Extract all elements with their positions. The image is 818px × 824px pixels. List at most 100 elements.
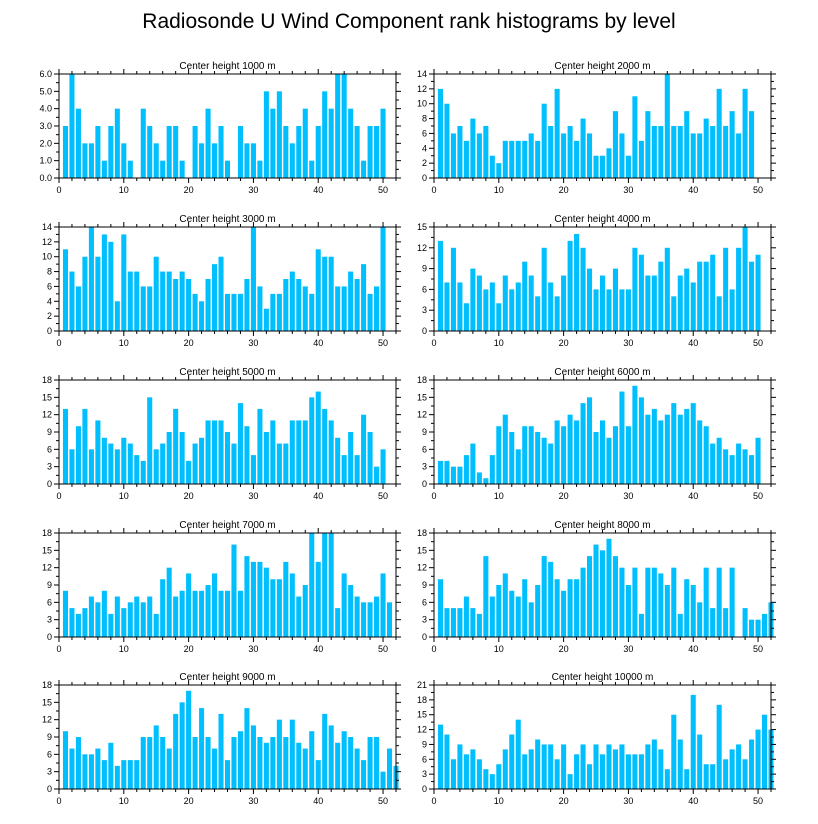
x-tick-label: 10 [119,338,129,348]
bar [651,275,657,331]
bar [548,744,554,789]
bar [710,443,716,484]
bar [528,133,534,178]
bar [69,74,75,178]
y-tick-label: 2 [422,158,427,168]
bar [502,573,508,637]
bar [354,279,360,331]
bar [328,256,334,331]
x-tick-label: 40 [688,644,698,654]
bar [205,737,211,789]
bar [296,420,302,484]
bar [574,579,580,637]
y-tick-label: 3 [47,462,52,472]
bar [548,126,554,178]
y-tick-label: 9 [422,739,427,749]
y-tick-label: 12 [42,715,52,725]
bar [153,613,159,637]
y-tick-label: 15 [417,545,427,555]
bar [62,408,69,484]
bar [192,737,198,789]
bar [386,602,393,637]
bar [186,690,192,789]
y-tick-label: 3 [47,615,52,625]
bar [632,247,638,331]
bar [599,550,606,637]
bar [108,241,114,331]
bar [101,590,107,637]
bar [509,289,515,331]
bar [574,140,580,178]
bar [250,561,256,637]
bar [335,74,341,178]
bar [263,567,269,637]
panel-1: Center height 1000 m 0.0 1.0 2.0 3.0 4.0 5.0 6.… [39,61,401,195]
y-tick-label: 0 [47,326,52,336]
bar [658,420,664,484]
x-tick-label: 20 [184,491,194,501]
bar [289,143,295,178]
bar [75,426,81,484]
bar [554,296,560,331]
y-tick-label: 4 [422,143,427,153]
bar [250,143,256,178]
bar [580,744,586,789]
bar [75,613,81,637]
bar [606,289,612,331]
panel-9: Center height 9000 m 0 3 6 9 12 15 18 0 10 20 30 40 5… [42,672,401,806]
bar [296,126,302,178]
bar [437,460,444,484]
bar [127,760,133,789]
bar [114,449,120,484]
bar [736,247,742,331]
bar [205,585,211,637]
bar [140,108,146,178]
bar [374,466,380,484]
x-tick-label: 20 [559,491,569,501]
bar [186,279,192,331]
bar [548,443,554,484]
y-tick-label: 3 [422,615,427,625]
panel-title: Center height 8000 m [554,520,650,531]
x-tick-label: 0 [56,491,61,501]
x-tick-label: 40 [313,185,323,195]
bar [749,619,755,637]
y-tick-label: 6 [47,597,52,607]
y-tick-label: 3 [422,769,427,779]
bar [244,279,250,331]
bar [121,608,127,637]
bar [179,271,185,331]
bar [612,426,618,484]
bar [374,737,380,789]
bar [515,596,521,637]
panel-title: Center height 4000 m [554,214,650,225]
bar [645,567,651,637]
bar [742,88,748,178]
bar [574,420,580,484]
y-tick-label: 10 [417,99,427,109]
bar [82,408,88,484]
y-tick-label: 18 [42,528,52,538]
bar [684,769,690,789]
bar [567,774,573,789]
bar [541,247,547,331]
bar [276,719,282,789]
bar [463,754,469,789]
bar [625,426,631,484]
x-tick-label: 50 [378,491,388,501]
bar [554,420,560,484]
bar [237,403,243,484]
bar [535,585,541,637]
bar [224,760,231,789]
bar [450,759,456,789]
bar [444,734,450,789]
x-tick-label: 50 [753,491,763,501]
y-tick-label: 3 [422,462,427,472]
bar [380,108,386,178]
x-tick-label: 50 [753,644,763,654]
x-tick-label: 30 [623,796,633,806]
bar [302,585,308,637]
x-tick-label: 10 [494,491,504,501]
bar [179,590,185,637]
x-tick-label: 0 [56,644,61,654]
